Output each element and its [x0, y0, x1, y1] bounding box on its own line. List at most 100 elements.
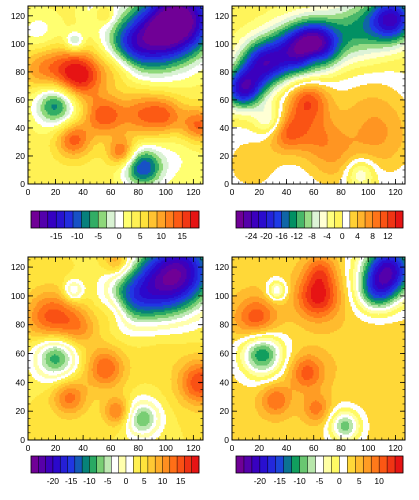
y-tick-label: 0 [20, 435, 25, 445]
plot-frame [231, 256, 406, 441]
colorbar-swatch [357, 211, 366, 228]
colorbar-swatch [342, 211, 351, 228]
colorbar-swatch [315, 456, 324, 473]
y-tick-label: 80 [16, 320, 26, 330]
y-tick-label: 120 [11, 262, 25, 272]
colorbar-swatch [251, 211, 260, 228]
colorbar-swatch [365, 211, 373, 228]
colorbar-swatch [125, 456, 134, 473]
y-tick-label: 0 [224, 179, 229, 189]
colorbar-swatch [266, 211, 275, 228]
colorbar-label: 0 [124, 476, 129, 486]
x-tick-label: 0 [26, 187, 31, 197]
colorbar-label: 0 [117, 231, 122, 241]
colorbar-swatch [64, 211, 74, 228]
colorbar-swatch [327, 211, 335, 228]
colorbar-swatch [56, 211, 65, 228]
colorbar-label: 15 [177, 231, 187, 241]
y-tick-label: 0 [20, 179, 25, 189]
y-tick-label: 20 [16, 151, 26, 161]
colorbar-swatch [339, 456, 348, 473]
colorbar-swatch [67, 456, 76, 473]
x-tick-label: 120 [388, 187, 402, 197]
colorbar-label: -12 [291, 231, 304, 241]
colorbar-swatch [148, 211, 158, 228]
y-tick-label: 20 [220, 151, 230, 161]
colorbar-label: -10 [71, 231, 84, 241]
colorbar-label: -20 [260, 231, 273, 241]
plot-frame [231, 5, 406, 185]
colorbar-swatch [289, 211, 298, 228]
colorbar-label: -4 [323, 231, 331, 241]
colorbar-swatch [123, 211, 133, 228]
colorbar-label: -24 [245, 231, 258, 241]
colorbar-swatch [82, 456, 90, 473]
colorbar-swatch [165, 211, 175, 228]
x-tick-label: 60 [309, 443, 319, 453]
colorbar-swatch [258, 211, 267, 228]
x-tick-label: 40 [78, 443, 88, 453]
colorbar-swatch [157, 211, 166, 228]
colorbar-swatch [296, 211, 305, 228]
colorbar-label: -5 [94, 231, 102, 241]
panel-1: 0 20 40 60 80 100 120 0 20 40 60 80 100 120 -15 -10 -5 0 5… [11, 5, 204, 241]
y-tick-label: 80 [220, 67, 230, 77]
y-tick-label: 40 [220, 123, 230, 133]
colorbar-swatch [191, 456, 200, 473]
x-tick-label: 80 [134, 443, 144, 453]
y-tick-label: 100 [11, 291, 25, 301]
colorbar-swatch [243, 456, 253, 473]
y-tick-label: 60 [220, 349, 230, 359]
plot-frame [27, 5, 204, 185]
x-tick-label: 60 [106, 443, 116, 453]
colorbar-swatch [52, 456, 61, 473]
colorbar-swatch [39, 211, 49, 228]
colorbar-swatch [323, 456, 332, 473]
x-tick-label: 0 [230, 443, 235, 453]
colorbar-swatch [319, 211, 328, 228]
colorbar-swatch [140, 211, 149, 228]
colorbar-swatch [162, 456, 171, 473]
colorbar: -20 -15 -10 -5 0 5 10 [235, 455, 404, 486]
colorbar: -20 -15 -10 -5 0 5 10 15 [30, 455, 200, 486]
colorbar-label: -5 [316, 476, 324, 486]
colorbar-swatch [74, 456, 83, 473]
y-tick-label: 40 [16, 377, 26, 387]
x-tick-label: 40 [282, 187, 292, 197]
colorbar-swatch [283, 456, 292, 473]
colorbar-swatch [371, 456, 380, 473]
x-tick-label: 60 [309, 187, 319, 197]
colorbar-label: 10 [374, 476, 384, 486]
x-tick-label: 20 [255, 443, 265, 453]
colorbar-swatch [380, 211, 389, 228]
colorbar-swatch [355, 456, 364, 473]
colorbar-swatch [177, 456, 185, 473]
colorbar-swatch [267, 456, 277, 473]
colorbar-swatch [334, 211, 343, 228]
y-tick-label: 0 [224, 435, 229, 445]
x-tick-label: 100 [159, 443, 173, 453]
colorbar-swatch [31, 211, 40, 228]
y-tick-label: 40 [16, 123, 26, 133]
colorbar-swatch [38, 456, 46, 473]
colorbar-swatch [98, 211, 107, 228]
colorbar-label: -16 [275, 231, 288, 241]
x-tick-label: 120 [388, 443, 402, 453]
colorbar-label: -20 [47, 476, 60, 486]
colorbar-label: 0 [340, 231, 345, 241]
colorbar-swatch [236, 456, 245, 473]
colorbar-label: 0 [337, 476, 342, 486]
colorbar-label: 5 [142, 476, 147, 486]
colorbar-swatch [111, 456, 119, 473]
x-tick-label: 100 [159, 187, 173, 197]
contour-field [232, 257, 406, 441]
colorbar-swatch [379, 456, 388, 473]
x-tick-label: 20 [51, 187, 61, 197]
contour-field [28, 6, 204, 185]
colorbar-swatch [190, 211, 200, 228]
colorbar-swatch [349, 211, 358, 228]
colorbar-swatch [395, 211, 404, 228]
